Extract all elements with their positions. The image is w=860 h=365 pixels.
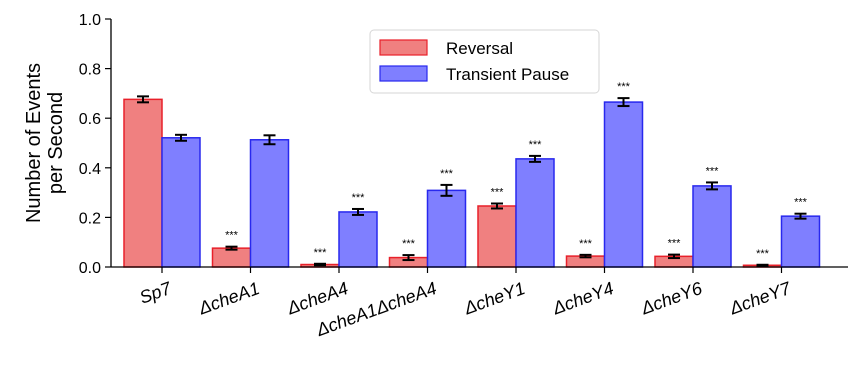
error-bar-0-4 [491, 202, 503, 210]
significance-label-0-2: *** [314, 247, 328, 259]
y-axis-label-line2: per Second [45, 92, 67, 194]
error-bar-1-7 [794, 212, 807, 220]
bars-layer [123, 98, 821, 268]
significance-label-0-5: *** [579, 238, 593, 250]
significance-label-0-1: *** [225, 230, 239, 242]
error-bars-layer [137, 95, 807, 267]
bar-transient-pause-7 [780, 215, 821, 268]
error-bar-0-0 [137, 95, 149, 104]
y-tick-label-2: 0.4 [79, 161, 101, 178]
error-bar-1-4 [529, 154, 541, 163]
bar-transient-pause-4 [515, 158, 555, 268]
y-tick-label-4: 0.8 [79, 62, 101, 79]
significance-label-0-7: *** [756, 248, 770, 260]
bar-transient-pause-2 [338, 211, 378, 268]
x-tick-label-5: ΔcheY4 [549, 278, 616, 319]
error-bar-0-6 [668, 253, 680, 260]
legend-label-0: Reversal [446, 39, 513, 58]
legend-swatch-1 [379, 65, 428, 82]
bar-reversal-4 [477, 205, 517, 268]
x-tick-label-7: ΔcheY7 [726, 278, 794, 319]
y-tick-label-0: 0.0 [79, 260, 101, 277]
significance-label-0-6: *** [668, 238, 682, 250]
bar-transient-pause-5 [603, 101, 644, 268]
x-tick-label-1: ΔcheA1 [195, 278, 262, 319]
significance-label-1-2: *** [352, 192, 366, 204]
y-axis-label: Number of Events per Second [23, 63, 67, 223]
legend: Reversal Transient Pause [369, 29, 600, 94]
x-tick-label-6: ΔcheY6 [638, 278, 706, 319]
bar-reversal-0 [123, 98, 163, 268]
error-bar-1-3 [440, 183, 453, 197]
error-bar-1-6 [706, 181, 718, 191]
bar-reversal-1 [211, 247, 252, 268]
error-bar-0-1 [225, 245, 238, 251]
significance-label-1-7: *** [794, 197, 808, 209]
error-bar-0-5 [579, 253, 592, 259]
bar-transient-pause-0 [161, 137, 201, 268]
legend-swatch-0 [379, 39, 428, 56]
significance-label-1-4: *** [529, 139, 543, 151]
error-bar-1-5 [617, 97, 630, 108]
x-tick-label-4: ΔcheY1 [461, 278, 528, 319]
error-bar-1-0 [175, 133, 187, 142]
significance-label-1-6: *** [706, 165, 720, 177]
x-tick-label-0: Sp7 [137, 278, 175, 308]
significance-labels-layer: *** *** *** *** *** *** *** *** *** *** *** *** *** [225, 81, 808, 260]
y-tick-label-3: 0.6 [79, 111, 101, 128]
y-ticks-layer: 0.0 0.2 0.4 0.6 0.8 1.0 [79, 12, 111, 277]
significance-label-1-5: *** [617, 81, 631, 93]
error-bar-0-7 [756, 263, 769, 267]
legend-label-1: Transient Pause [446, 65, 569, 84]
y-axis-label-line1: Number of Events [23, 63, 45, 223]
bar-transient-pause-6 [692, 185, 732, 268]
y-tick-label-5: 1.0 [79, 12, 101, 29]
y-tick-label-1: 0.2 [79, 210, 101, 227]
significance-label-1-3: *** [440, 168, 454, 180]
significance-label-0-3: *** [402, 238, 416, 250]
error-bar-1-2 [352, 207, 364, 216]
error-bar-0-3 [402, 254, 415, 262]
significance-label-0-4: *** [491, 187, 505, 199]
bar-transient-pause-3 [426, 189, 467, 268]
bar-transient-pause-1 [249, 139, 290, 268]
error-bar-0-2 [314, 262, 326, 267]
error-bar-1-1 [263, 134, 276, 146]
axes-layer [110, 19, 848, 268]
